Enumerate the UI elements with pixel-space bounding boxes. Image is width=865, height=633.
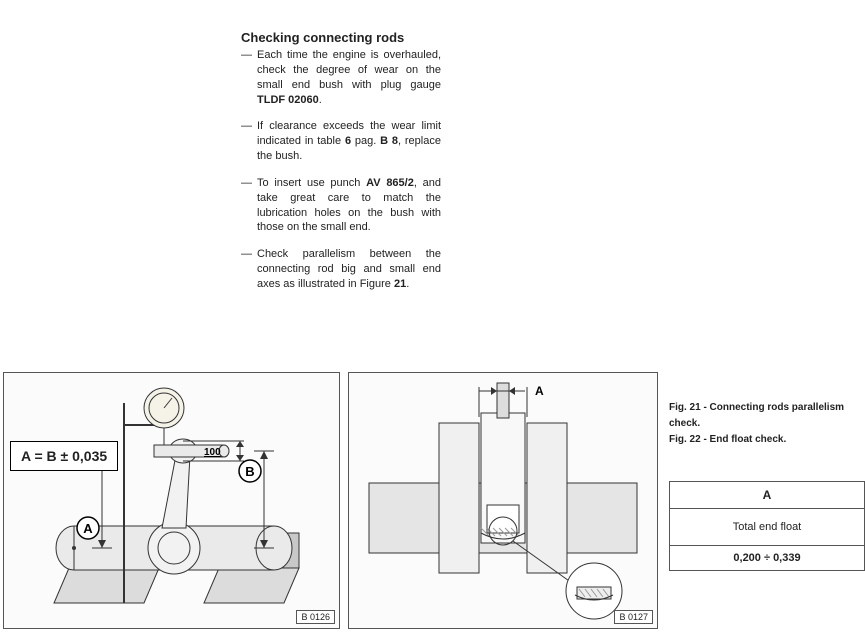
table-row-value: 0,200 ÷ 0,339: [670, 546, 864, 570]
letter-B: B: [245, 464, 254, 479]
figure-21: 100 B A B 0126: [3, 372, 340, 629]
letter-A-gap: A: [535, 384, 544, 398]
end-float-table: A Total end float 0,200 ÷ 0,339: [669, 481, 865, 571]
instruction-item: —Each time the engine is overhauled, che…: [241, 48, 441, 107]
table-header: A: [670, 482, 864, 509]
instruction-item: —To insert use punch AV 865/2, and take …: [241, 176, 441, 235]
caption-22: Fig. 22 - End float check.: [669, 432, 865, 448]
instruction-item: —Check parallelism between the connectin…: [241, 247, 441, 292]
figure-22-label: B 0127: [614, 610, 653, 624]
figure-captions: Fig. 21 - Connecting rods parallelism ch…: [669, 400, 865, 448]
dim-100: 100: [204, 447, 221, 458]
instruction-item: —If clearance exceeds the wear limit ind…: [241, 119, 441, 164]
letter-A: A: [83, 521, 93, 536]
caption-21: Fig. 21 - Connecting rods parallelism ch…: [669, 400, 865, 432]
table-row-label: Total end float: [670, 509, 864, 546]
section-heading: Checking connecting rods: [241, 30, 404, 45]
figure-22-drawing: A: [349, 373, 657, 628]
figure-22: A B 0127: [348, 372, 658, 629]
figure-21-label: B 0126: [296, 610, 335, 624]
equation-box: A = B ± 0,035: [10, 441, 118, 471]
figure-21-drawing: 100 B A: [4, 373, 339, 628]
instruction-list: —Each time the engine is overhauled, che…: [241, 48, 441, 304]
